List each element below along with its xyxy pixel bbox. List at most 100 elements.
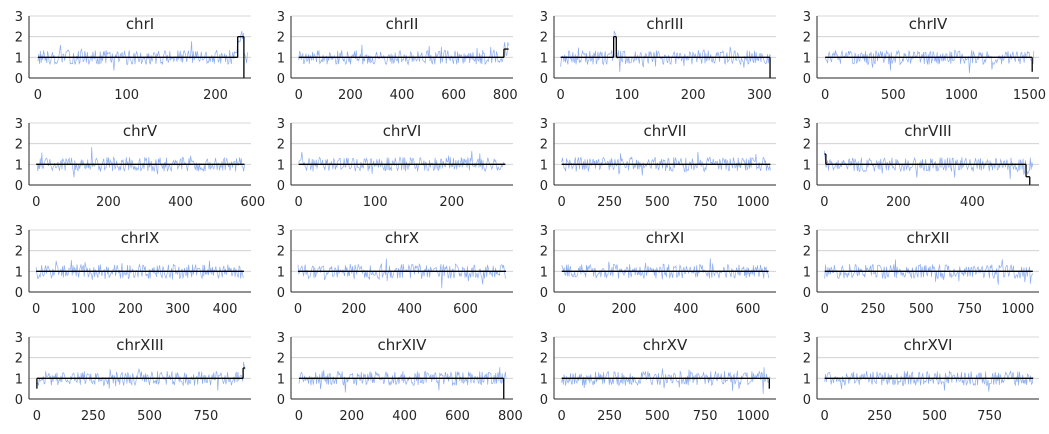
panel-title: chrI	[126, 15, 154, 33]
y-tick-label: 1	[277, 51, 285, 66]
y-tick-label: 3	[540, 10, 548, 25]
x-tick-label: 600	[240, 195, 265, 210]
panel-chrVI: 0 1 2 3 0 100 200 chrVI	[277, 117, 513, 210]
panel-chrXVI: 0 1 2 3 0 250 500 750 chrXVI	[803, 331, 1039, 424]
x-tick-label: 300	[165, 302, 190, 317]
y-tick-label: 1	[540, 265, 548, 280]
y-tick-label: 2	[277, 138, 285, 153]
panel-chrII: 0 1 2 3 0 200 400 600 800 chrII	[277, 10, 518, 103]
y-tick-label: 3	[15, 117, 23, 132]
x-tick-label: 750	[693, 195, 718, 210]
x-tick-label: 200	[96, 195, 121, 210]
y-tick-label: 2	[277, 31, 285, 46]
x-tick-label: 0	[34, 88, 42, 103]
x-tick-label: 0	[556, 88, 564, 103]
x-tick-label: 200	[203, 88, 228, 103]
x-tick-label: 0	[558, 302, 566, 317]
y-tick-label: 3	[803, 224, 811, 239]
panel-chrIII: 0 1 2 3 0 100 200 300 chrIII	[540, 10, 776, 103]
x-tick-label: 0	[820, 195, 828, 210]
x-tick-label: 400	[390, 88, 415, 103]
panel-title: chrVIII	[904, 122, 951, 140]
y-tick-label: 1	[803, 51, 811, 66]
x-tick-label: 500	[909, 302, 934, 317]
x-tick-label: 500	[881, 88, 906, 103]
panel-title: chrXII	[906, 229, 949, 247]
y-tick-label: 3	[15, 331, 23, 346]
y-tick-label: 1	[15, 51, 23, 66]
y-tick-label: 1	[803, 372, 811, 387]
panel-title: chrXV	[643, 336, 688, 354]
y-tick-label: 2	[540, 245, 548, 260]
panel-chrXIII: 0 1 2 3 0 250 500 750 chrXIII	[15, 331, 251, 424]
x-tick-label: 0	[821, 409, 829, 424]
x-tick-label: 400	[168, 195, 193, 210]
y-tick-label: 2	[277, 245, 285, 260]
panel-chrIV: 0 1 2 3 0 500 1000 1500 chrIV	[803, 10, 1046, 103]
x-tick-label: 0	[294, 302, 302, 317]
signal-line-chrIII	[560, 30, 772, 72]
y-tick-label: 3	[803, 117, 811, 132]
x-tick-label: 0	[32, 302, 40, 317]
x-tick-label: 250	[861, 302, 886, 317]
y-tick-label: 0	[803, 393, 811, 408]
y-tick-label: 2	[277, 352, 285, 367]
x-tick-label: 200	[339, 409, 364, 424]
y-tick-label: 0	[540, 179, 548, 194]
x-tick-label: 200	[338, 88, 363, 103]
signal-line-chrI	[37, 31, 248, 71]
signal-line-chrV	[36, 147, 245, 178]
y-tick-label: 1	[540, 51, 548, 66]
y-tick-label: 2	[15, 352, 23, 367]
y-tick-label: 3	[540, 331, 548, 346]
x-tick-label: 1000	[945, 88, 978, 103]
x-tick-label: 1000	[736, 409, 769, 424]
y-tick-label: 1	[803, 265, 811, 280]
panel-title: chrXI	[646, 229, 685, 247]
x-tick-label: 300	[747, 88, 772, 103]
signal-line-chrIV	[824, 49, 1035, 74]
y-tick-label: 1	[15, 158, 23, 173]
x-tick-label: 200	[611, 302, 636, 317]
x-tick-label: 0	[295, 409, 303, 424]
x-tick-label: 0	[821, 88, 829, 103]
signal-line-chrX	[297, 258, 507, 289]
y-tick-label: 3	[803, 10, 811, 25]
y-tick-label: 0	[15, 393, 23, 408]
x-tick-label: 800	[493, 88, 518, 103]
y-tick-label: 1	[15, 265, 23, 280]
panel-chrXI: 0 1 2 3 0 200 400 600 chrXI	[540, 224, 776, 317]
x-tick-label: 500	[645, 195, 670, 210]
x-tick-label: 750	[194, 409, 219, 424]
x-tick-label: 1000	[736, 195, 769, 210]
y-tick-label: 1	[277, 372, 285, 387]
signal-line-chrXIII	[36, 361, 246, 391]
signal-line-chrII	[298, 42, 509, 66]
y-tick-label: 0	[803, 286, 811, 301]
x-tick-label: 200	[886, 195, 911, 210]
panel-title: chrVII	[643, 122, 686, 140]
panel-chrIX: 0 1 2 3 0 100 200 300 400 chrIX	[15, 224, 251, 317]
panel-chrVIII: 0 1 2 3 0 200 400 chrVIII	[803, 117, 1039, 210]
x-tick-label: 750	[693, 409, 718, 424]
x-tick-label: 0	[558, 195, 566, 210]
y-tick-label: 1	[15, 372, 23, 387]
x-tick-label: 400	[397, 302, 422, 317]
y-tick-label: 2	[15, 138, 23, 153]
x-tick-label: 0	[821, 302, 829, 317]
panel-title: chrVI	[383, 122, 422, 140]
y-tick-label: 0	[15, 72, 23, 87]
y-tick-label: 0	[277, 72, 285, 87]
signal-line-chrVII	[561, 151, 771, 176]
y-tick-label: 0	[540, 393, 548, 408]
x-tick-label: 250	[597, 195, 622, 210]
x-tick-label: 400	[960, 195, 985, 210]
x-tick-label: 200	[341, 302, 366, 317]
y-tick-label: 0	[803, 72, 811, 87]
y-tick-label: 0	[15, 286, 23, 301]
signal-line-chrIX	[35, 260, 245, 280]
panel-title: chrXIV	[378, 336, 428, 354]
x-tick-label: 600	[441, 88, 466, 103]
y-tick-label: 1	[540, 372, 548, 387]
